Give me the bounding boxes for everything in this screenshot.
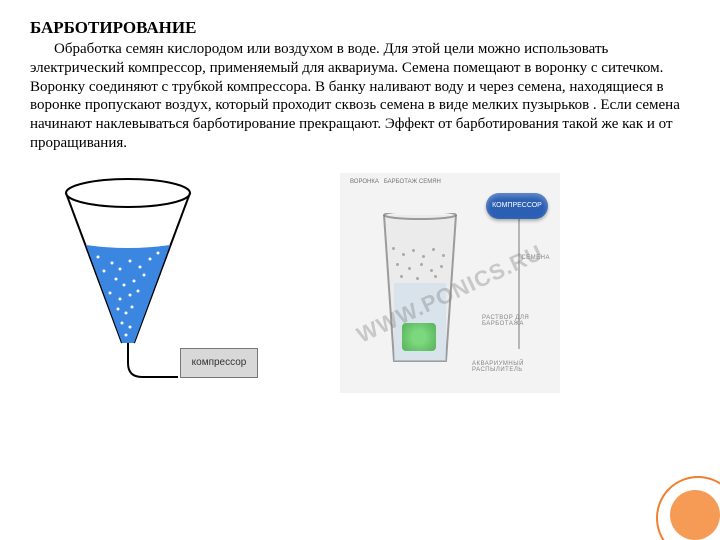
body-paragraph: Обработка семян кислородом или воздухом …: [30, 40, 690, 153]
label-solution: РАСТВОР ДЛЯ БАРБОТАЖА: [482, 315, 550, 327]
figures-row: компрессор ВОРОНКА БАРБОТАЖ СЕМЯН КОМПРЕ…: [30, 173, 690, 413]
label-sprayer: АКВАРИУМНЫЙ РАСПЫЛИТЕЛЬ: [472, 361, 550, 373]
compressor-pill: КОМПРЕССОР: [486, 193, 548, 219]
caption-voronka: ВОРОНКА: [350, 179, 379, 185]
funnel-diagram: компрессор: [50, 173, 260, 413]
right-top-caption: ВОРОНКА БАРБОТАЖ СЕМЯН: [350, 179, 441, 185]
compressor-wire: [516, 219, 520, 349]
corner-disc: [670, 490, 720, 540]
setup-diagram: ВОРОНКА БАРБОТАЖ СЕМЯН КОМПРЕССОР: [340, 173, 560, 393]
seed-cloud: [386, 243, 456, 283]
page-title: БАРБОТИРОВАНИЕ: [30, 18, 690, 38]
caption-barbotazh: БАРБОТАЖ СЕМЯН: [384, 179, 441, 185]
compressor-box: компрессор: [180, 348, 258, 378]
